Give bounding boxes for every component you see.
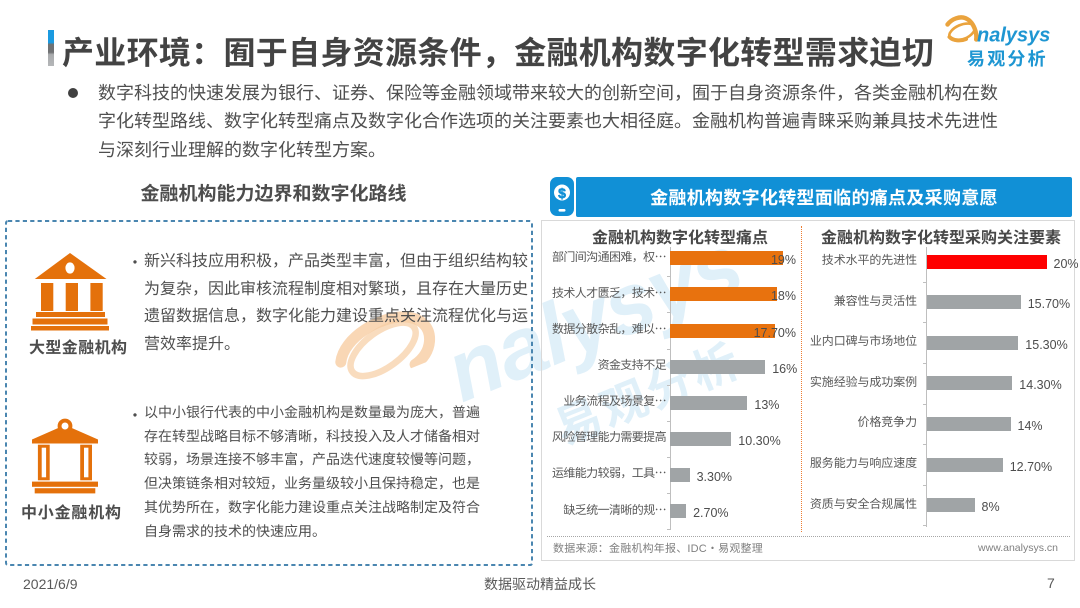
svg-text:$: $ <box>558 185 566 201</box>
svg-text:nalysys: nalysys <box>977 25 1050 47</box>
svg-text:易观分析: 易观分析 <box>967 45 1048 71</box>
